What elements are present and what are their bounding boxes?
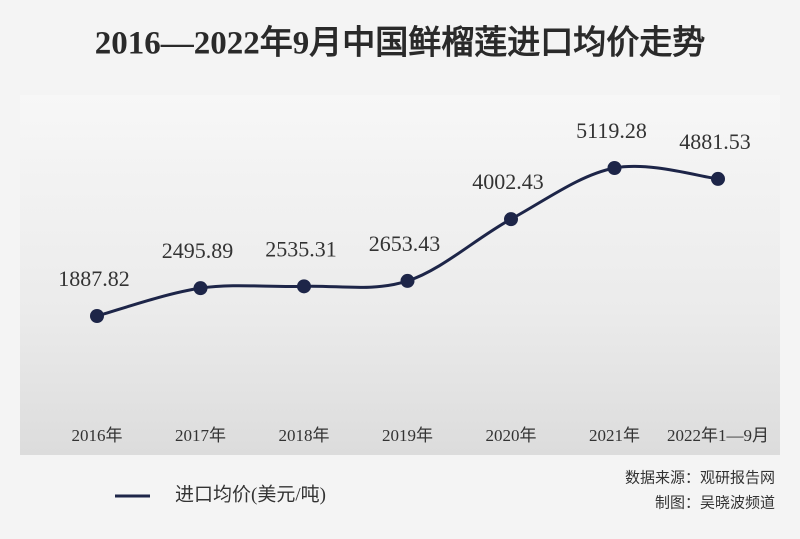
x-tick-label: 2020年	[486, 426, 537, 445]
x-tick-label: 2018年	[279, 426, 330, 445]
x-tick-label: 2021年	[589, 426, 640, 445]
point	[504, 212, 518, 227]
point	[90, 309, 104, 323]
data-label: 2495.89	[162, 238, 234, 263]
data-label: 2535.31	[265, 236, 337, 261]
data-label: 2653.43	[369, 231, 441, 256]
point	[193, 281, 208, 296]
x-tick-label: 2016年	[72, 426, 123, 445]
x-tick-label: 2019年	[382, 426, 433, 445]
point	[297, 279, 311, 294]
data-label: 4002.43	[472, 169, 544, 194]
data-label: 1887.82	[58, 266, 130, 291]
point	[400, 273, 415, 288]
data-label: 4881.53	[679, 129, 751, 154]
data-label: 5119.28	[576, 118, 647, 143]
point	[607, 161, 622, 175]
chart-title: 2016—2022年9月中国鲜榴莲进口均价走势	[95, 25, 706, 62]
credit: 制图：吴晓波频道	[655, 494, 775, 511]
plot-area	[20, 95, 780, 455]
source: 数据来源：观研报告网	[625, 469, 775, 486]
legend-label: 进口均价(美元/吨)	[175, 483, 326, 505]
x-tick-label: 2022年1—9月	[667, 426, 769, 445]
x-tick-label: 2017年	[175, 426, 226, 445]
point	[711, 171, 725, 186]
